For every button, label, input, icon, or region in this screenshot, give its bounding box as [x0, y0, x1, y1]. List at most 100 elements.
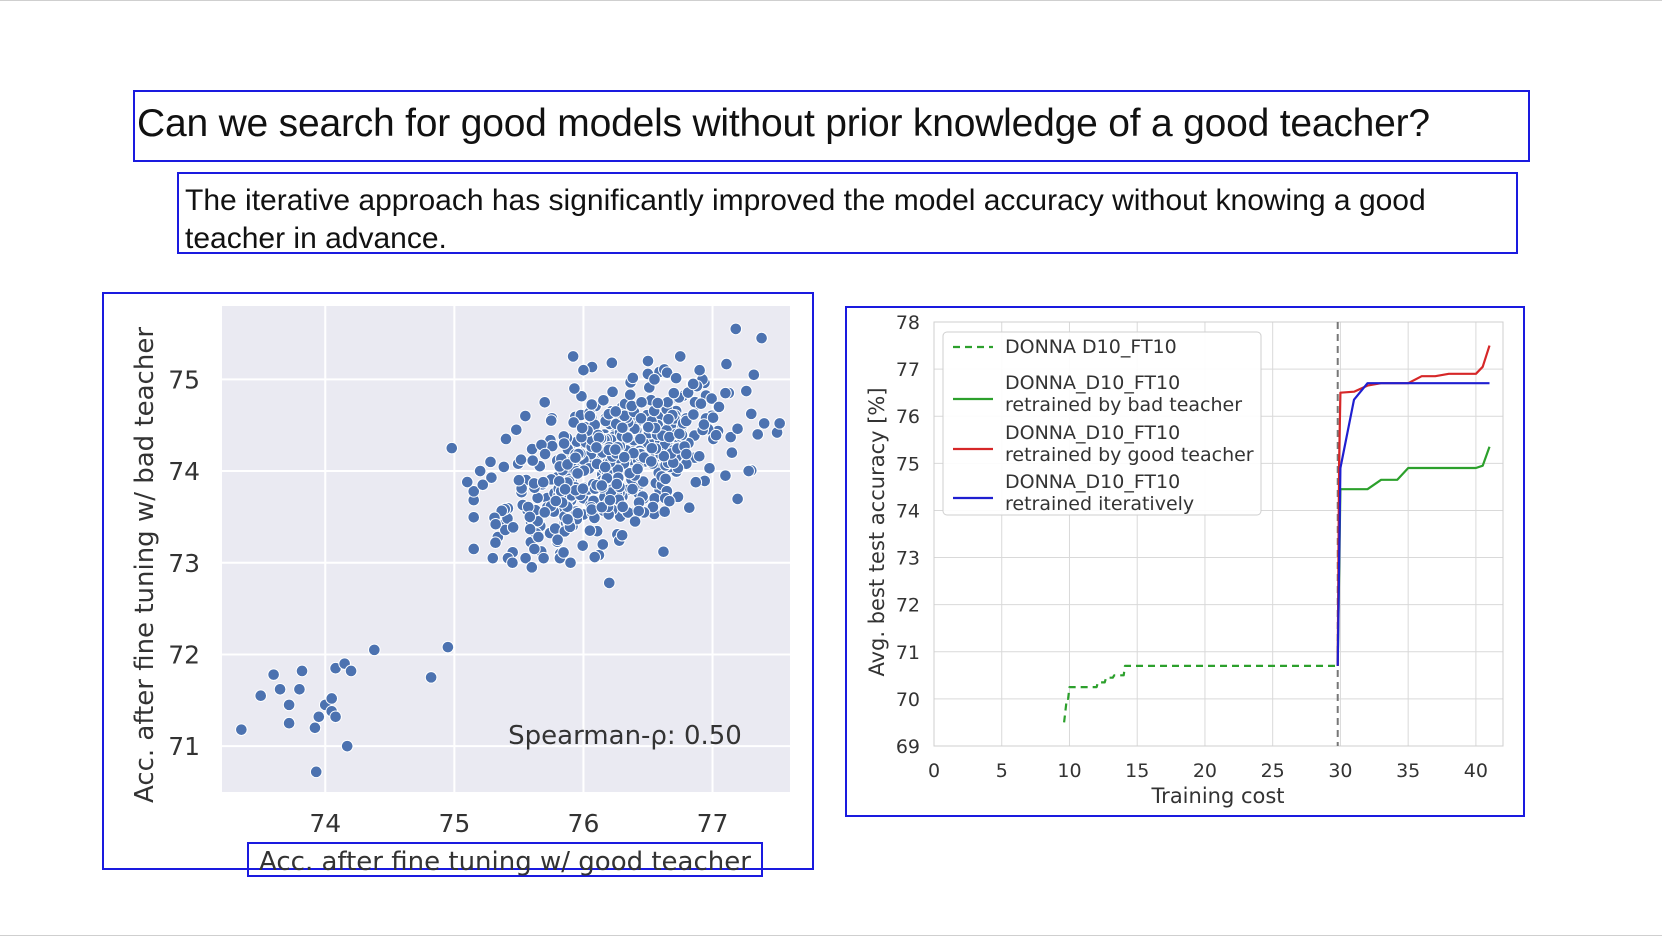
scatter-point — [617, 450, 631, 464]
scatter-xlabel-frame — [247, 842, 763, 877]
scatter-point — [575, 389, 588, 403]
legend-box — [942, 331, 1262, 516]
scatter-point — [663, 494, 676, 508]
scatter-y-tick-label: 74 — [168, 457, 200, 486]
scatter-point — [598, 460, 612, 474]
scatter-point — [512, 473, 526, 487]
scatter-point — [467, 542, 481, 556]
scatter-point — [634, 432, 647, 446]
scatter-point — [644, 455, 658, 468]
scatter-point — [525, 561, 539, 574]
scatter-point — [683, 501, 696, 515]
spearman-annotation: Spearman-ρ: 0.50 — [508, 721, 742, 751]
scatter-point — [577, 363, 590, 377]
scatter-point — [602, 576, 616, 590]
scatter-point — [273, 682, 287, 696]
scatter-point — [628, 515, 642, 528]
legend-label: DONNA_D10_FT10 retrained iteratively — [1005, 471, 1194, 515]
scatter-x-tick-label: 77 — [697, 809, 729, 838]
scatter-point — [476, 478, 490, 492]
line-x-tick-label: 0 — [928, 760, 940, 782]
scatter-point — [506, 556, 519, 570]
scatter-point — [610, 477, 624, 491]
scatter-point — [689, 475, 703, 489]
scatter-point — [694, 397, 708, 411]
scatter-y-tick-label: 72 — [168, 640, 200, 669]
scatter-point — [308, 721, 322, 735]
scatter-point — [532, 530, 545, 544]
scatter-point — [583, 409, 597, 423]
scatter-point — [568, 382, 581, 395]
scatter-point — [751, 428, 765, 441]
scatter-point — [325, 692, 339, 705]
line-y-tick-label: 74 — [896, 500, 920, 522]
scatter-point — [368, 643, 381, 657]
line-y-axis-label: Avg. best test accuracy [%] — [865, 387, 889, 676]
scatter-point — [626, 371, 640, 385]
line-x-tick-label: 40 — [1464, 760, 1488, 782]
line-x-tick-label: 10 — [1057, 760, 1081, 782]
scatter-point — [693, 449, 706, 463]
scatter-point — [295, 664, 309, 678]
scatter-point — [571, 506, 584, 520]
scatter-point — [486, 551, 500, 565]
scatter-point — [634, 412, 648, 425]
scatter-point — [467, 485, 481, 498]
scatter-point — [616, 421, 629, 435]
scatter-point — [595, 500, 609, 514]
scatter-point — [641, 420, 655, 434]
scatter-x-tick-label: 76 — [568, 809, 600, 838]
scatter-point — [536, 475, 550, 489]
line-x-axis-label: Training cost — [1150, 784, 1284, 808]
scatter-point — [603, 493, 617, 507]
line-series — [1336, 446, 1491, 666]
line-y-tick-label: 75 — [896, 453, 920, 475]
scatter-point — [282, 716, 296, 730]
scatter-point — [626, 482, 639, 496]
scatter-point — [615, 528, 629, 542]
scatter-point — [523, 522, 537, 536]
scatter-point — [519, 551, 532, 565]
line-series — [1063, 664, 1338, 723]
scatter-point — [590, 441, 603, 454]
scatter-point — [526, 454, 540, 467]
scatter-point — [282, 698, 296, 712]
scatter-point — [544, 414, 558, 427]
scatter-point — [506, 521, 520, 534]
scatter-point — [680, 447, 693, 461]
scatter-point — [645, 441, 659, 455]
scatter-point — [744, 407, 758, 421]
scatter-point — [742, 464, 755, 478]
scatter-point — [606, 385, 619, 399]
scatter-point — [538, 447, 552, 461]
scatter-point — [657, 449, 671, 463]
scatter-point — [697, 418, 711, 431]
scatter-point — [720, 357, 733, 371]
line-x-tick-label: 35 — [1396, 760, 1420, 782]
scatter-point — [657, 545, 670, 559]
scatter-point — [445, 441, 459, 455]
scatter-point — [616, 500, 629, 514]
scatter-x-axis-label: Acc. after fine tuning w/ good teacher — [259, 847, 751, 877]
line-x-tick-label: 30 — [1328, 760, 1352, 782]
scatter-point — [712, 400, 726, 414]
scatter-point — [687, 408, 700, 421]
line-series — [1336, 382, 1490, 666]
line-chart-legend: DONNA D10_FT10 DONNA_D10_FT10 retrained by… — [942, 331, 1262, 516]
line-x-tick-label: 25 — [1261, 760, 1285, 782]
line-y-tick-label: 78 — [896, 312, 920, 334]
scatter-point — [719, 469, 732, 482]
scatter-point — [725, 446, 739, 460]
scatter-point — [441, 640, 455, 654]
scatter-point — [467, 510, 481, 524]
scatter-point — [706, 411, 720, 425]
scatter-point — [576, 539, 590, 552]
scatter-point — [571, 467, 584, 480]
scatter-point — [693, 363, 706, 377]
scatter-point — [703, 461, 716, 475]
scatter-point — [484, 455, 497, 469]
scatter-x-tick-label: 75 — [438, 809, 470, 838]
scatter-point — [609, 443, 622, 456]
scatter-point — [773, 417, 786, 430]
